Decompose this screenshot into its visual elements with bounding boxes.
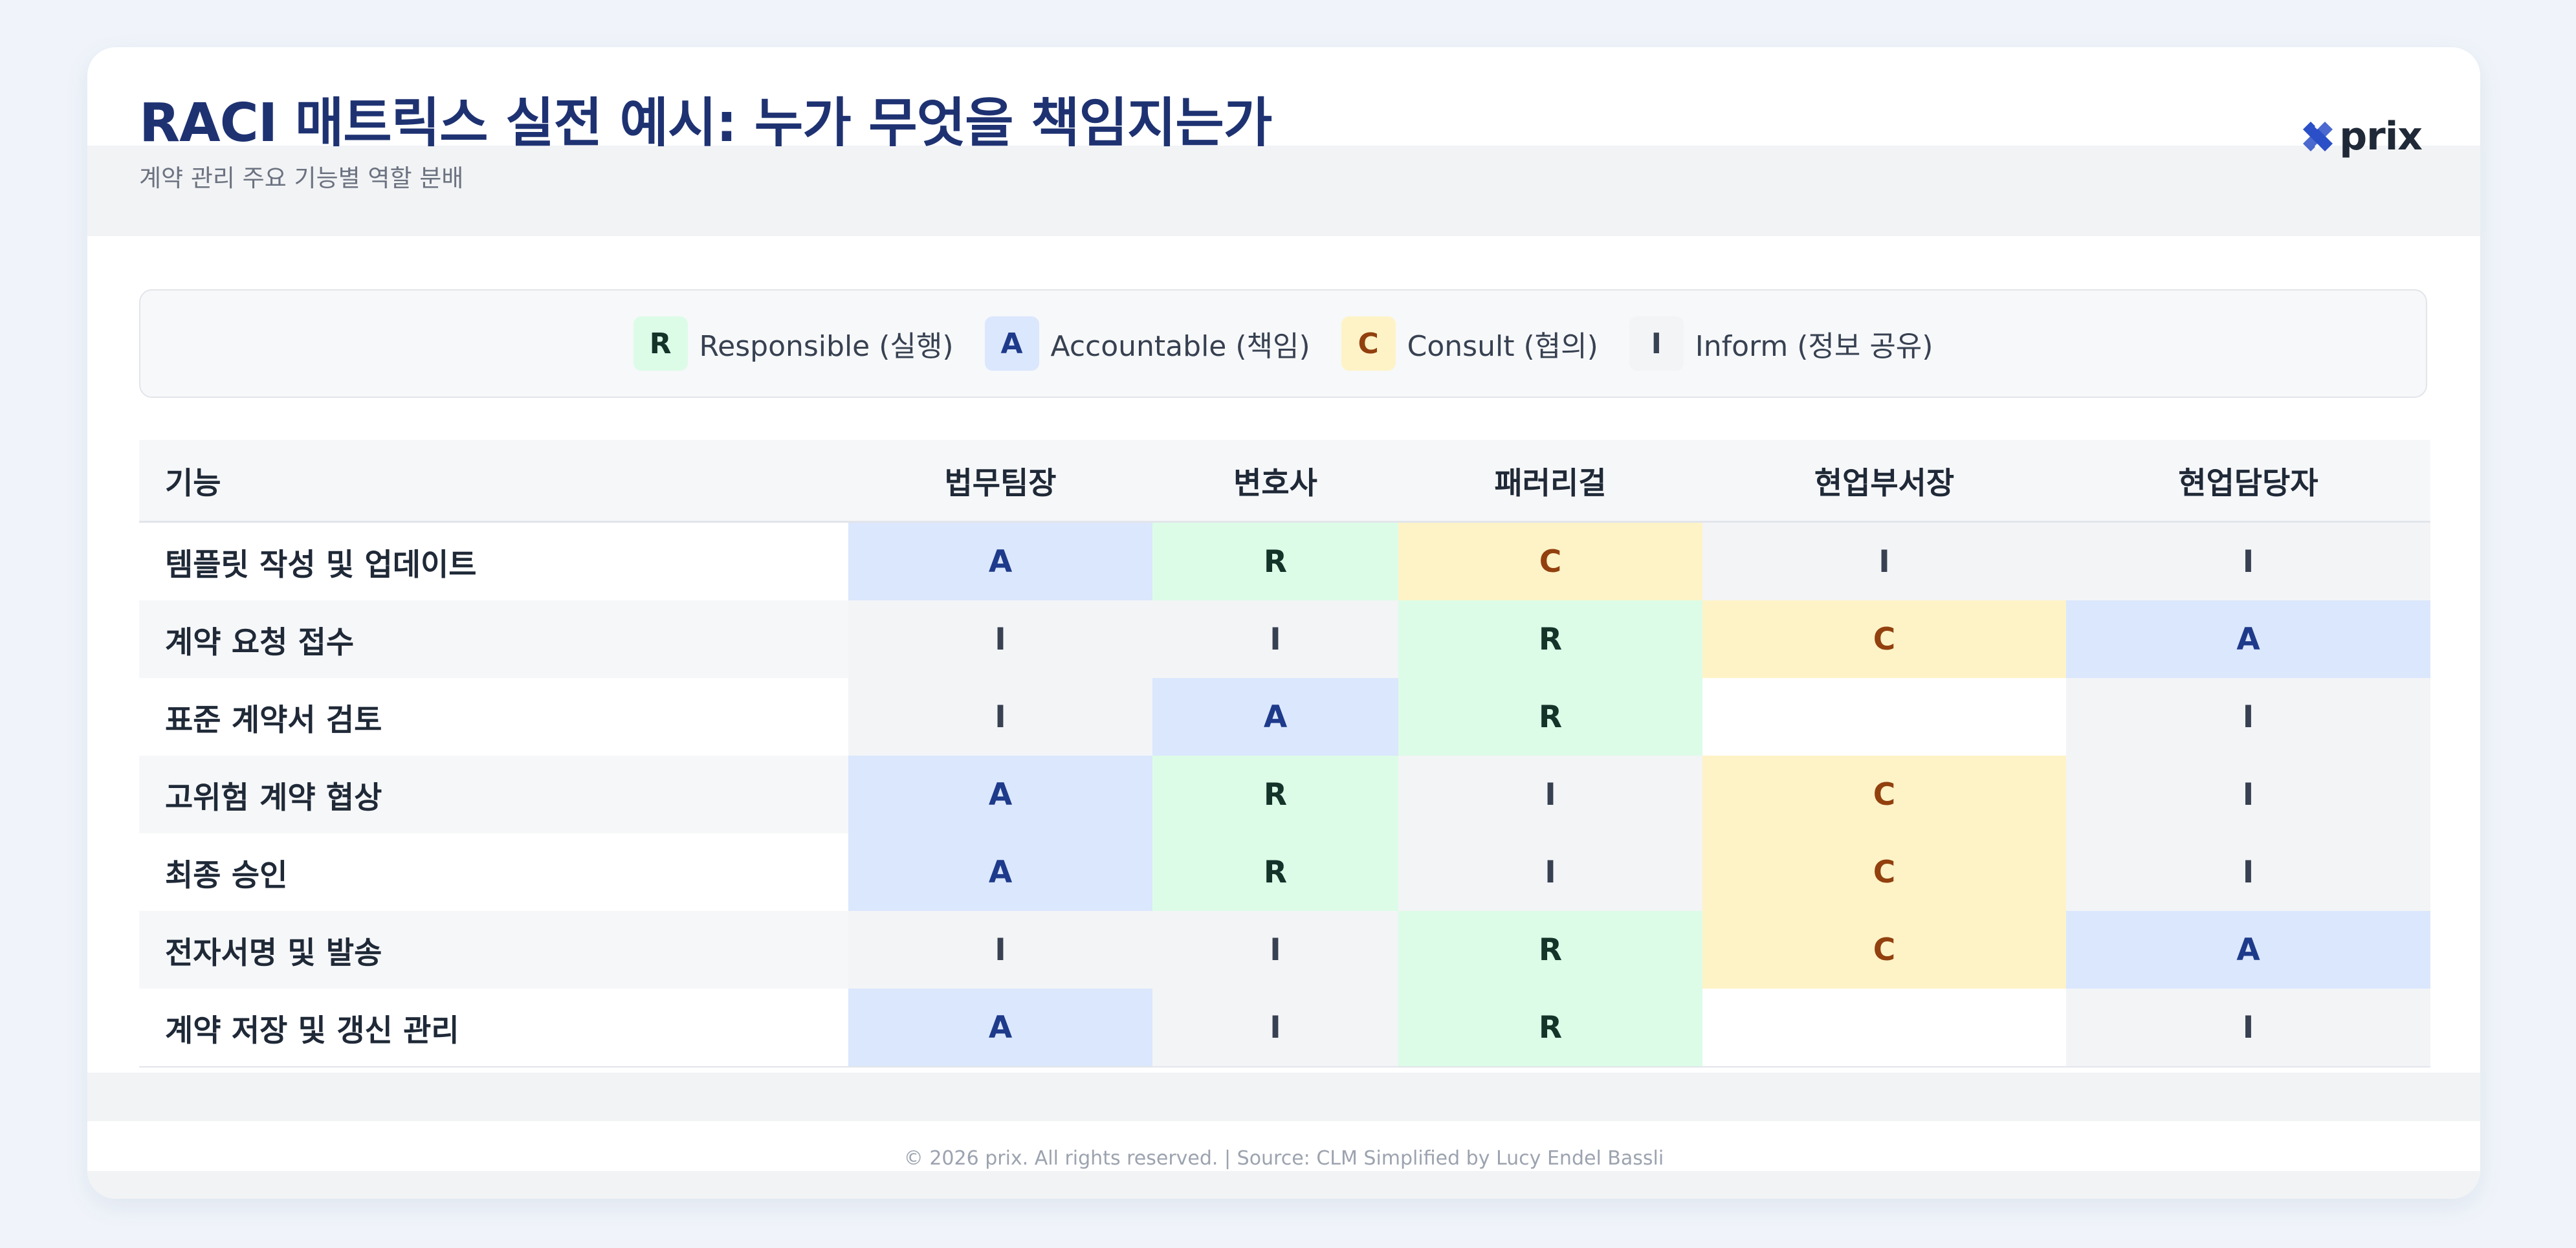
raci-cell: A xyxy=(848,521,1152,600)
raci-cell: I xyxy=(2066,989,2430,1067)
logo-text: prix xyxy=(2339,114,2423,159)
legend-label: Responsible (실행) xyxy=(699,330,954,363)
raci-cell: R xyxy=(1398,989,1702,1067)
slide-card: RACI 매트릭스 실전 예시: 누가 무엇을 책임지는가 계약 관리 주요 기… xyxy=(87,47,2480,1199)
legend-badge: C xyxy=(1341,316,1396,371)
raci-cell: I xyxy=(2066,756,2430,833)
raci-cell: R xyxy=(1152,521,1398,600)
raci-cell: R xyxy=(1398,678,1702,756)
raci-cell: I xyxy=(2066,678,2430,756)
table-row: 계약 저장 및 갱신 관리 A I R I xyxy=(139,989,2430,1067)
page-title: RACI 매트릭스 실전 예시: 누가 무엇을 책임지는가 xyxy=(139,93,1272,154)
raci-cell: C xyxy=(1702,833,2066,911)
raci-cell: I xyxy=(848,600,1152,678)
raci-cell: I xyxy=(1152,989,1398,1067)
raci-cell: I xyxy=(1702,521,2066,600)
page-subtitle: 계약 관리 주요 기능별 역할 분배 xyxy=(139,164,464,192)
raci-cell: C xyxy=(1702,600,2066,678)
raci-cell: A xyxy=(2066,911,2430,989)
legend-item-c: C Consult (협의) xyxy=(1341,316,1598,371)
function-label: 표준 계약서 검토 xyxy=(139,678,848,756)
raci-cell: A xyxy=(848,833,1152,911)
table-header-row: 기능 법무팀장 변호사 패러리걸 현업부서장 현업담당자 xyxy=(139,440,2430,523)
raci-cell: I xyxy=(1152,911,1398,989)
table-row: 최종 승인 A R I C I xyxy=(139,833,2430,911)
function-label: 최종 승인 xyxy=(139,833,848,911)
table-row: 전자서명 및 발송 I I R C A xyxy=(139,911,2430,989)
raci-cell: C xyxy=(1702,911,2066,989)
raci-cell xyxy=(1702,678,2066,756)
column-header: 현업부서장 xyxy=(1702,440,2066,523)
prix-logo-icon xyxy=(2303,122,2333,151)
raci-cell: I xyxy=(2066,833,2430,911)
function-label: 계약 요청 접수 xyxy=(139,600,848,678)
raci-cell: R xyxy=(1398,911,1702,989)
raci-cell xyxy=(1702,989,2066,1067)
column-header: 현업담당자 xyxy=(2066,440,2430,523)
legend-label: Consult (협의) xyxy=(1407,330,1598,363)
raci-cell: I xyxy=(848,911,1152,989)
header-band xyxy=(87,146,2480,236)
legend-badge: A xyxy=(984,316,1039,371)
column-header: 법무팀장 xyxy=(848,440,1152,523)
function-label: 전자서명 및 발송 xyxy=(139,911,848,989)
function-label: 고위험 계약 협상 xyxy=(139,756,848,833)
raci-cell: I xyxy=(2066,521,2430,600)
legend-badge: I xyxy=(1629,316,1684,371)
raci-cell: R xyxy=(1398,600,1702,678)
footer-band xyxy=(87,1171,2480,1199)
raci-cell: C xyxy=(1702,756,2066,833)
legend-item-r: R Responsible (실행) xyxy=(633,316,954,371)
column-header: 기능 xyxy=(139,440,848,523)
function-label: 템플릿 작성 및 업데이트 xyxy=(139,521,848,600)
legend-label: Accountable (책임) xyxy=(1050,330,1310,363)
lower-band xyxy=(87,1073,2480,1121)
raci-cell: I xyxy=(1152,600,1398,678)
raci-cell: A xyxy=(848,989,1152,1067)
legend-label: Inform (정보 공유) xyxy=(1695,330,1933,363)
raci-matrix-table: 기능 법무팀장 변호사 패러리걸 현업부서장 현업담당자 템플릿 작성 및 업데이트 A R C… xyxy=(139,440,2430,1067)
raci-cell: A xyxy=(1152,678,1398,756)
column-header: 변호사 xyxy=(1152,440,1398,523)
table-row: 계약 요청 접수 I I R C A xyxy=(139,600,2430,678)
table-row: 고위험 계약 협상 A R I C I xyxy=(139,756,2430,833)
prix-logo: prix xyxy=(2302,114,2423,159)
raci-cell: R xyxy=(1152,756,1398,833)
table-row: 템플릿 작성 및 업데이트 A R C I I xyxy=(139,521,2430,600)
legend-badge: R xyxy=(633,316,688,371)
table-row: 표준 계약서 검토 I A R I xyxy=(139,678,2430,756)
raci-legend: R Responsible (실행) A Accountable (책임) C Consu… xyxy=(139,289,2427,398)
footer-text: © 2026 prix. All rights reserved. | Sour… xyxy=(903,1147,1664,1170)
raci-cell: R xyxy=(1152,833,1398,911)
raci-cell: I xyxy=(1398,833,1702,911)
raci-cell: C xyxy=(1398,521,1702,600)
function-label: 계약 저장 및 갱신 관리 xyxy=(139,989,848,1067)
raci-cell: A xyxy=(2066,600,2430,678)
legend-item-i: I Inform (정보 공유) xyxy=(1629,316,1933,371)
legend-item-a: A Accountable (책임) xyxy=(984,316,1310,371)
column-header: 패러리걸 xyxy=(1398,440,1702,523)
raci-cell: A xyxy=(848,756,1152,833)
raci-cell: I xyxy=(848,678,1152,756)
raci-cell: I xyxy=(1398,756,1702,833)
